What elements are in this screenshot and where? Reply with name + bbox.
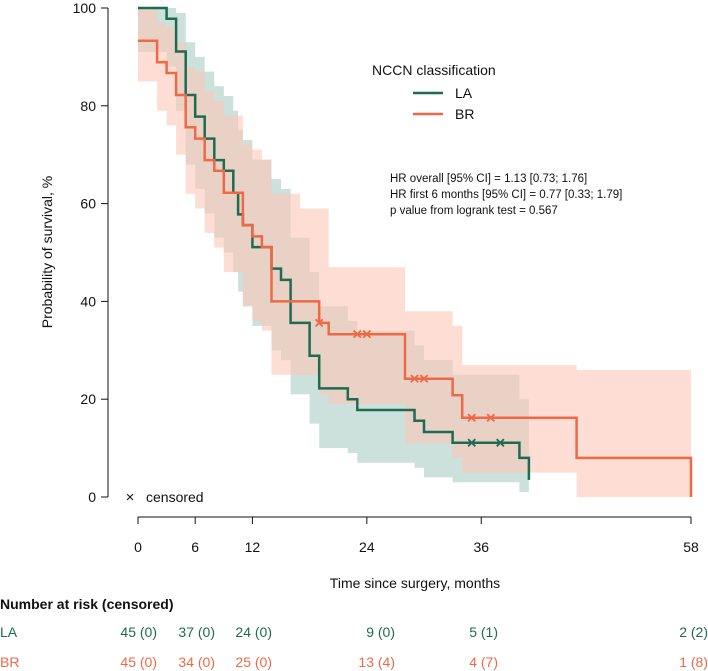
risk-cell: 1 (8)	[679, 654, 708, 670]
risk-row-label-la: LA	[0, 624, 18, 640]
censor-mark-la	[467, 438, 476, 447]
survival-curve-br	[138, 39, 693, 497]
x-tick-label: 24	[359, 539, 375, 555]
x-tick-label: 0	[134, 539, 142, 555]
risk-cell: 34 (0)	[178, 654, 215, 670]
y-tick-label: 40	[80, 293, 96, 309]
legend-label-la: LA	[455, 85, 473, 101]
risk-cell: 24 (0)	[235, 624, 272, 640]
censored-symbol: ×	[126, 489, 135, 506]
y-tick-label: 20	[80, 391, 96, 407]
y-axis-label: Probability of survival, %	[39, 176, 55, 329]
risk-cell: 9 (0)	[366, 624, 395, 640]
x-tick-label: 6	[191, 539, 199, 555]
x-axis-label: Time since surgery, months	[330, 575, 500, 591]
censored-label: censored	[146, 489, 204, 505]
y-tick-label: 100	[73, 0, 97, 16]
y-tick-label: 0	[88, 489, 96, 505]
risk-cell: 25 (0)	[235, 654, 272, 670]
y-tick-label: 60	[80, 196, 96, 212]
censor-mark-la	[496, 438, 505, 447]
legend-label-br: BR	[455, 106, 474, 122]
risk-cell: 45 (0)	[120, 654, 157, 670]
risk-row-label-br: BR	[0, 654, 19, 670]
legend-title: NCCN classification	[372, 62, 496, 78]
risk-cell: 45 (0)	[120, 624, 157, 640]
risk-cell: 2 (2)	[679, 624, 708, 640]
censor-mark-br	[353, 329, 362, 339]
censor-mark-br	[467, 413, 476, 423]
censor-marks	[314, 318, 505, 447]
censor-mark-br	[362, 329, 372, 339]
y-ticks: 0 20 40 60 80 100	[73, 0, 108, 505]
risk-cell: 37 (0)	[178, 624, 215, 640]
risk-cell: 13 (4)	[358, 654, 395, 670]
x-ticks: 0 6 12 24 36 58	[134, 517, 699, 555]
stats-annotation: HR overall [95% CI] = 1.13 [0.73; 1.76] …	[390, 173, 622, 217]
risk-table-title: Number at risk (censored)	[0, 596, 174, 612]
y-tick-label: 80	[80, 98, 96, 114]
risk-table: LA 45 (0) 37 (0) 24 (0) 9 (0) 5 (1) 2 (2) BR 45 …	[0, 624, 708, 670]
x-tick-label: 12	[245, 539, 261, 555]
hr-overall-text: HR overall [95% CI] = 1.13 [0.73; 1.76]	[390, 173, 587, 185]
censored-legend: × censored	[126, 489, 204, 506]
axes: 0 20 40 60 80 100 0 6 12 24 36 58	[73, 0, 699, 555]
censor-mark-br	[419, 374, 429, 383]
confidence-bands	[138, 8, 691, 497]
censor-mark-br	[486, 413, 496, 423]
risk-cell: 5 (1)	[469, 624, 498, 640]
p-value-text: p value from logrank test = 0.567	[390, 205, 558, 217]
censor-mark-br	[410, 374, 419, 383]
censor-mark-br	[314, 318, 324, 328]
legend: NCCN classification LA BR	[372, 62, 496, 122]
survival-curves	[138, 6, 693, 497]
x-tick-label: 58	[683, 539, 699, 555]
x-tick-label: 36	[473, 539, 489, 555]
ci-band-br	[138, 8, 691, 497]
hr-6months-text: HR first 6 months [95% CI] = 0.77 [0.33;…	[390, 189, 622, 201]
risk-cell: 4 (7)	[469, 654, 498, 670]
